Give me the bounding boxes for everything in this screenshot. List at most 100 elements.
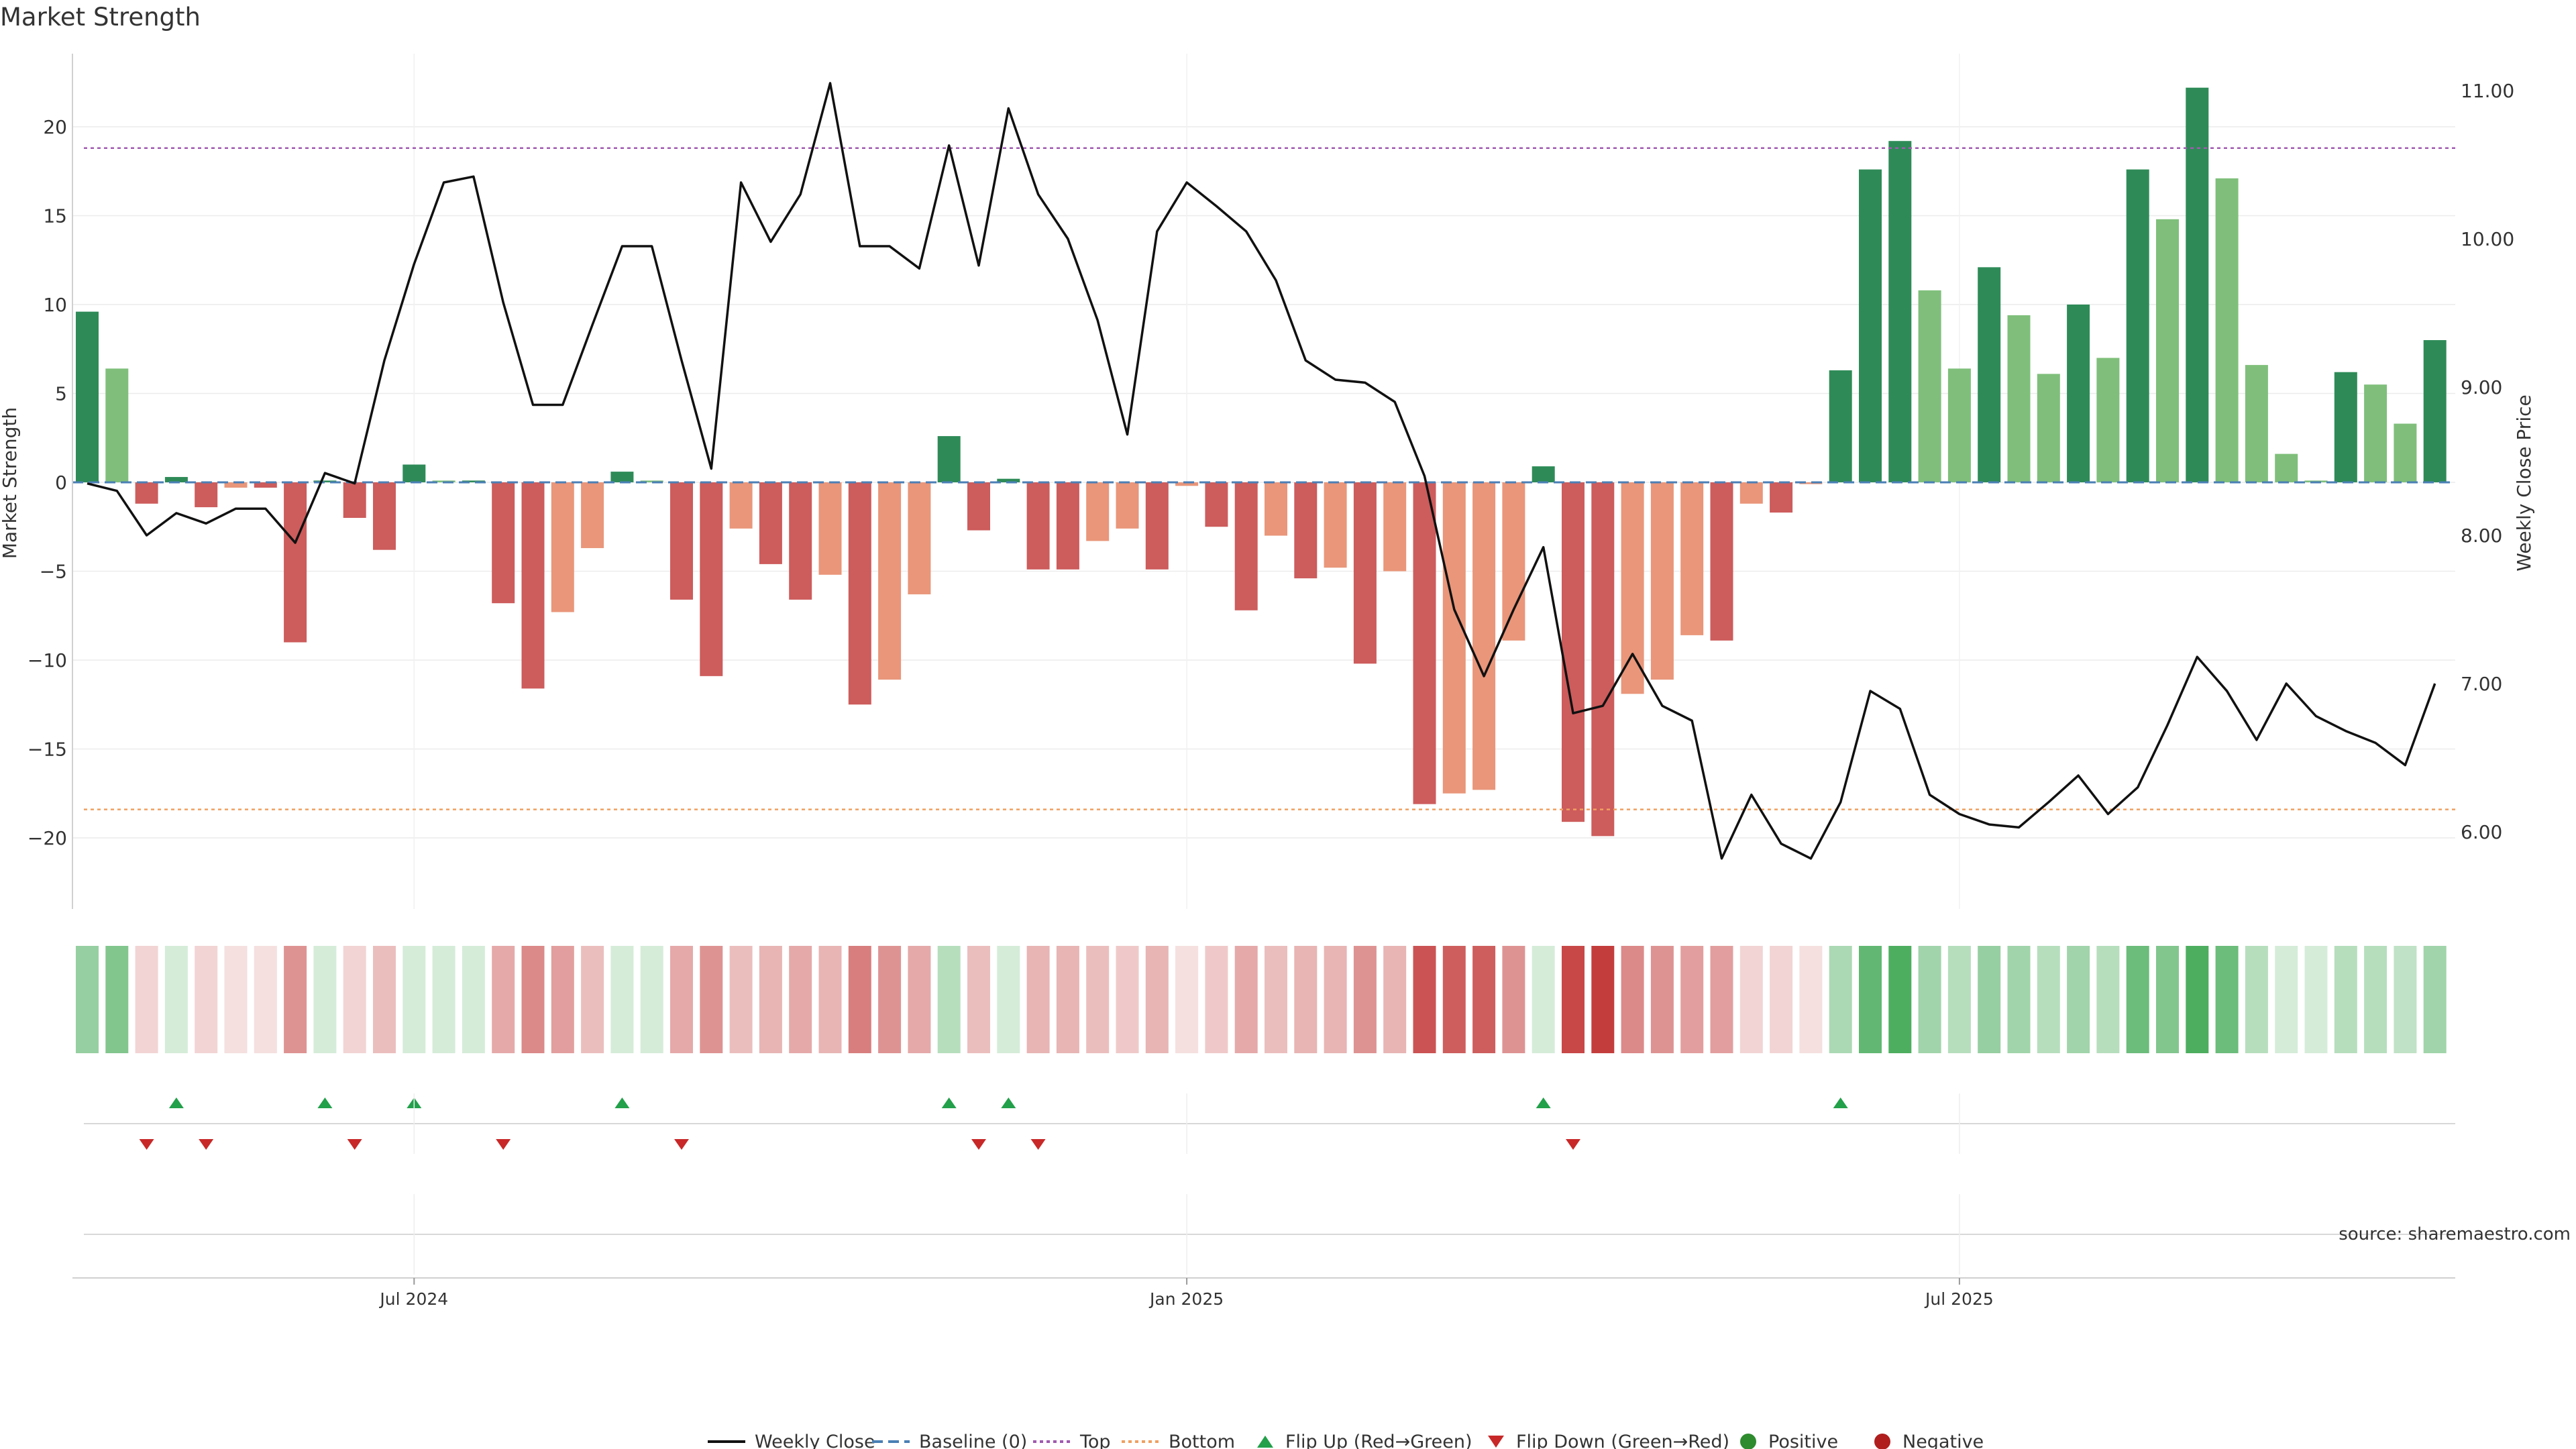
strength-bar	[2364, 384, 2387, 482]
strength-bar	[2423, 340, 2447, 482]
strength-bar	[1680, 482, 1704, 635]
strength-bar	[1739, 482, 1763, 504]
legend-swatch-dot	[1874, 1434, 1890, 1449]
strength-bar	[2245, 365, 2268, 482]
heat-cell	[1710, 946, 1733, 1053]
heat-cell	[1472, 946, 1496, 1053]
strength-bar	[1710, 482, 1733, 641]
strength-bar	[2186, 87, 2209, 482]
y-axis-label-right: Weekly Close Price	[2513, 394, 2535, 571]
legend-label: Negative	[1902, 1432, 1984, 1449]
flip-up-marker	[317, 1097, 333, 1108]
y-tick-label-left: 5	[55, 383, 67, 405]
heat-cell	[2215, 946, 2239, 1053]
heat-cell	[2275, 946, 2298, 1053]
strength-bar	[521, 482, 545, 689]
strength-bar	[908, 482, 931, 594]
strength-bar	[1472, 482, 1496, 790]
heat-cell	[1978, 946, 2001, 1053]
legend-label: Baseline (0)	[919, 1432, 1027, 1449]
strength-bars	[76, 87, 2447, 837]
heat-cell	[2334, 946, 2357, 1053]
strength-bar	[1591, 482, 1615, 837]
strength-bar	[1859, 169, 1882, 482]
legend-label: Positive	[1768, 1432, 1838, 1449]
heat-cell	[2304, 946, 2328, 1053]
strength-bar	[1353, 482, 1377, 664]
strength-bar	[1978, 267, 2001, 482]
strength-bar	[1383, 482, 1407, 572]
strength-bar	[1026, 482, 1050, 570]
heat-cell	[1650, 946, 1674, 1053]
heat-cell	[343, 946, 366, 1053]
strength-bar	[1888, 141, 1912, 482]
heat-cell	[729, 946, 753, 1053]
strength-bar	[402, 464, 426, 482]
strength-bar	[759, 482, 782, 564]
heat-cell	[2037, 946, 2060, 1053]
heat-cell	[2096, 946, 2120, 1053]
y-tick-label-left: 10	[43, 294, 67, 316]
strength-bar	[1294, 482, 1318, 579]
heat-cell	[492, 946, 515, 1053]
y-tick-label-right: 8.00	[2461, 525, 2502, 547]
strength-bar	[1532, 466, 1555, 482]
strength-bar	[1770, 482, 1793, 513]
strength-bar	[1205, 482, 1228, 527]
heat-cell	[1621, 946, 1644, 1053]
legend-label: Flip Down (Green→Red)	[1516, 1432, 1729, 1449]
x-tick-label: Jul 2025	[1924, 1289, 1994, 1309]
strength-bar	[1324, 482, 1347, 568]
heat-cell	[2423, 946, 2447, 1053]
strength-bar	[1650, 482, 1674, 680]
strength-bar	[1442, 482, 1466, 794]
strength-bar	[2037, 374, 2060, 482]
heat-cell	[1888, 946, 1912, 1053]
heat-cell	[1947, 946, 1971, 1053]
heat-cell	[2067, 946, 2090, 1053]
heat-cell	[1116, 946, 1139, 1053]
heat-cell	[967, 946, 990, 1053]
y-axis-label-left: Market Strength	[0, 407, 21, 559]
x-tick-label: Jul 2024	[378, 1289, 448, 1309]
heat-cell	[1175, 946, 1199, 1053]
strength-bar	[997, 478, 1020, 482]
heat-cell	[1442, 946, 1466, 1053]
heat-cell	[1324, 946, 1347, 1053]
heat-cell	[2364, 946, 2387, 1053]
heat-strip	[76, 946, 2447, 1053]
strength-bar	[1621, 482, 1644, 694]
heat-cell	[313, 946, 337, 1053]
heat-cell	[462, 946, 485, 1053]
y-tick-label-left: −15	[28, 739, 67, 761]
strength-bar	[640, 480, 663, 482]
strength-bar	[1145, 482, 1169, 570]
strength-bar	[313, 480, 337, 482]
strength-bar	[2394, 423, 2417, 482]
heat-cell	[1026, 946, 1050, 1053]
heat-cell	[1591, 946, 1615, 1053]
heat-cell	[1770, 946, 1793, 1053]
flip-up-marker	[1833, 1097, 1848, 1108]
strength-bar	[1829, 370, 1852, 482]
strength-bar	[76, 311, 99, 482]
y-tick-label-left: 15	[43, 205, 67, 227]
strength-bar	[284, 482, 307, 643]
heat-cell	[759, 946, 782, 1053]
strength-bar	[135, 482, 158, 504]
flip-down-marker	[1566, 1139, 1580, 1150]
y-tick-label-left: −20	[28, 827, 67, 849]
heat-cell	[432, 946, 455, 1053]
y-tick-label-left: −10	[28, 649, 67, 672]
heat-cell	[1234, 946, 1258, 1053]
strength-bar	[343, 482, 366, 518]
strength-bar	[937, 436, 961, 482]
heat-cell	[1383, 946, 1407, 1053]
strength-bar	[1799, 482, 1823, 484]
strength-bar	[2067, 305, 2090, 482]
heat-cell	[848, 946, 871, 1053]
y-tick-label-left: 0	[55, 472, 67, 494]
strength-bar	[1502, 482, 1525, 641]
heat-cell	[670, 946, 693, 1053]
